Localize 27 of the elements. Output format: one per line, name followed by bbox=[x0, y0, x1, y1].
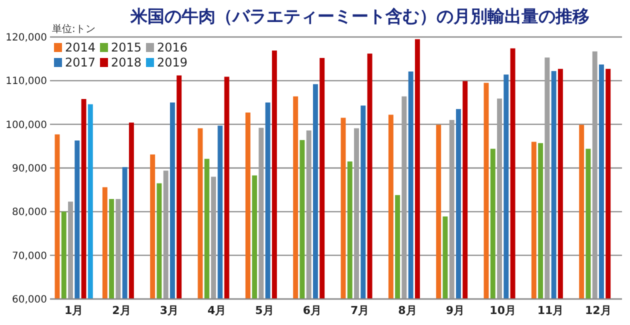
legend-label: 2014 bbox=[65, 40, 96, 54]
y-tick-label: 70,000 bbox=[12, 250, 47, 262]
x-tick-label: 11月 bbox=[537, 304, 564, 317]
text: 単位:トン bbox=[52, 23, 96, 35]
x-tick-label: 7月 bbox=[350, 304, 370, 317]
x-tick-label: 6月 bbox=[302, 304, 322, 317]
x-tick-label: 12月 bbox=[585, 304, 612, 317]
x-tick-label: 2月 bbox=[112, 304, 131, 317]
chart-title: 米国の牛肉（バラエティーミート含む）の月別輸出量の推移 bbox=[130, 7, 590, 27]
x-tick-label: 9月 bbox=[446, 304, 464, 317]
x-tick-label: 5月 bbox=[255, 304, 274, 317]
x-tick-label: 8月 bbox=[398, 304, 417, 317]
legend-label: 2015 bbox=[111, 40, 142, 54]
y-tick-label: 110,000 bbox=[6, 76, 47, 88]
legend-label: 2019 bbox=[157, 56, 188, 70]
y-tick-label: 100,000 bbox=[6, 120, 47, 131]
x-tick-label: 3月 bbox=[160, 304, 178, 317]
y-tick-label: 60,000 bbox=[12, 294, 47, 306]
x-tick-label: 4月 bbox=[208, 304, 226, 317]
x-tick-label: 1月 bbox=[64, 304, 84, 317]
y-tick-label: 120,000 bbox=[6, 32, 47, 44]
legend-label: 2016 bbox=[157, 40, 188, 54]
y-tick-label: 80,000 bbox=[12, 207, 47, 218]
x-tick-label: 10月 bbox=[490, 304, 516, 317]
legend-label: 2017 bbox=[65, 56, 96, 70]
legend-label: 2018 bbox=[111, 56, 142, 70]
y-tick-label: 90,000 bbox=[12, 164, 47, 174]
